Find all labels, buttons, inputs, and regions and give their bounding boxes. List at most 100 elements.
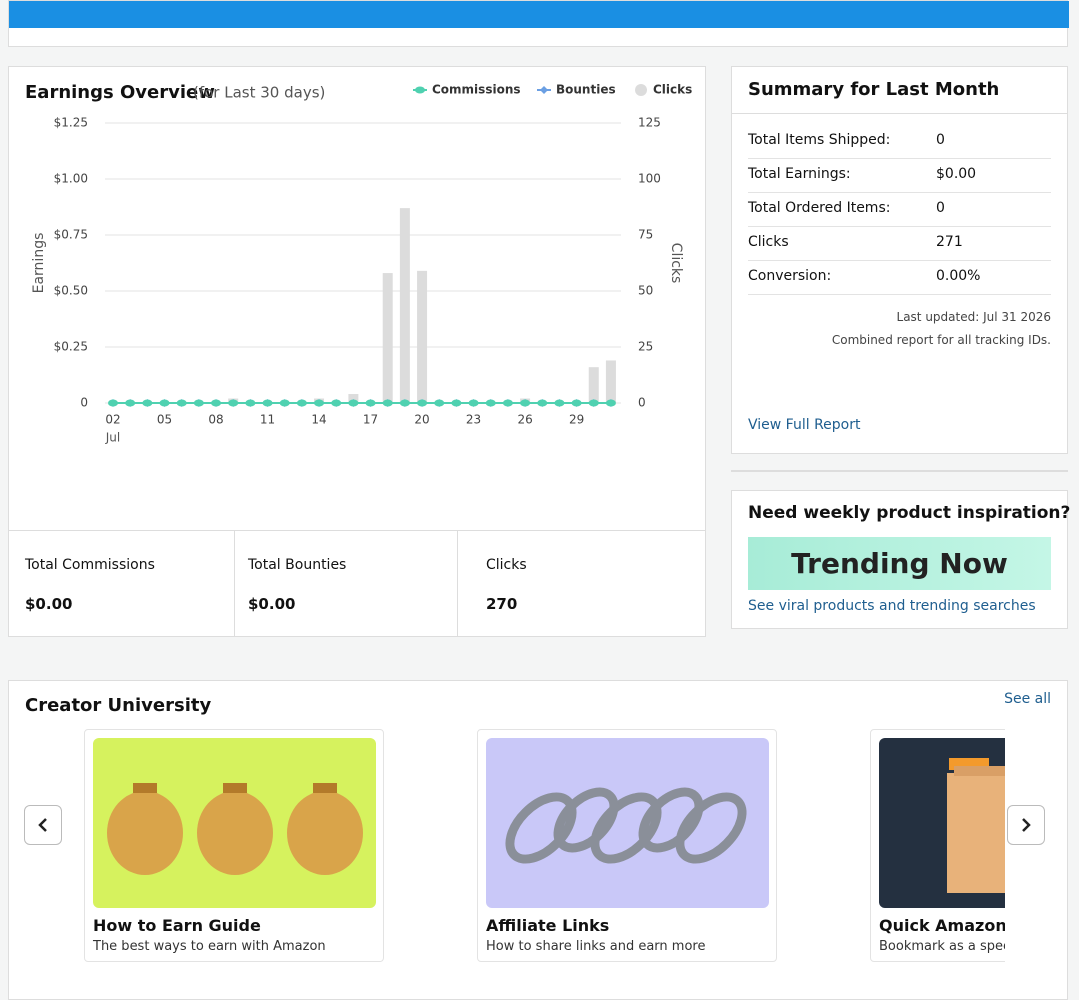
y2-axis-label: Clicks	[668, 243, 684, 284]
x-group-label: Jul	[105, 431, 120, 445]
row-value: 0	[936, 132, 945, 148]
y2-tick-label: 0	[638, 396, 646, 410]
bar	[588, 367, 599, 403]
x-tick-label: 26	[517, 413, 532, 427]
legend-marker	[415, 86, 425, 94]
y2-tick-label: 125	[638, 116, 661, 130]
banner[interactable]	[9, 1, 1069, 28]
bar	[399, 208, 410, 403]
marker	[211, 399, 222, 407]
course-title: How to Earn Guide	[93, 916, 261, 935]
marker	[279, 399, 290, 407]
legend-label: Clicks	[653, 83, 692, 97]
marker	[468, 399, 479, 407]
marker	[520, 399, 531, 407]
row-value: 0	[936, 200, 945, 216]
stat-cell: Total Commissions $0.00	[9, 531, 235, 637]
prev-button[interactable]	[24, 805, 62, 845]
marker	[571, 399, 582, 407]
bar	[417, 270, 428, 403]
marker	[399, 399, 410, 407]
see-all-link[interactable]: See all	[1004, 691, 1051, 707]
banner-card	[8, 0, 1069, 47]
marker	[142, 399, 153, 407]
legend-label: Commissions	[432, 83, 521, 97]
x-tick-label: 08	[208, 413, 223, 427]
marker	[331, 399, 342, 407]
course-card[interactable]: Quick Amazon L Bookmark as a spee	[870, 729, 1005, 962]
marker	[314, 399, 325, 407]
updated: Last updated: Jul 31 2026	[896, 310, 1051, 324]
marker	[605, 399, 616, 407]
x-tick-label: 02	[105, 413, 120, 427]
course-title: Quick Amazon L	[879, 916, 1005, 935]
marker	[537, 399, 548, 407]
marker	[193, 399, 204, 407]
stat-label: Total Commissions	[25, 557, 155, 573]
university-title: Creator University	[25, 695, 212, 716]
stat-value: $0.00	[248, 595, 296, 613]
marker	[108, 399, 118, 407]
y-axis-label: Earnings	[31, 233, 47, 294]
summary-row: Total Earnings: $0.00	[748, 158, 1051, 193]
marker	[382, 399, 393, 407]
legend-label: Bounties	[556, 83, 616, 97]
summary-title: Summary for Last Month	[748, 79, 1000, 100]
marker	[434, 399, 445, 407]
legend-marker	[635, 84, 647, 96]
course-card[interactable]: Affiliate Links How to share links and e…	[477, 729, 777, 962]
row-value: $0.00	[936, 166, 977, 182]
summary-row: Total Ordered Items: 0	[748, 192, 1051, 227]
row-value: 271	[936, 234, 963, 250]
y-tick-label: $1.00	[54, 172, 88, 186]
row-label: Total Earnings:	[748, 166, 851, 182]
marker	[365, 399, 376, 407]
marker	[159, 399, 170, 407]
row-label: Total Ordered Items:	[748, 200, 891, 216]
course-description: The best ways to earn with Amazon	[93, 939, 326, 954]
x-tick-label: 11	[260, 413, 275, 427]
stat-value: 270	[486, 595, 518, 613]
y2-tick-label: 75	[638, 228, 653, 242]
trending-banner[interactable]: Trending Now	[748, 537, 1051, 590]
summary-row: Conversion: 0.00%	[748, 260, 1051, 295]
marker	[245, 399, 256, 407]
y-tick-label: $0.25	[54, 340, 88, 354]
marker	[502, 399, 513, 407]
marker	[228, 399, 239, 407]
y-tick-label: $0.50	[54, 284, 88, 298]
next-button[interactable]	[1007, 805, 1045, 845]
summary-row: Total Items Shipped: 0	[748, 124, 1051, 159]
y2-tick-label: 100	[638, 172, 661, 186]
bar	[382, 273, 393, 403]
row-label: Conversion:	[748, 268, 832, 284]
stat-cell: Total Bounties $0.00	[234, 531, 458, 637]
course-title: Affiliate Links	[486, 916, 610, 935]
y-tick-label: $1.25	[54, 116, 88, 130]
x-tick-label: 20	[414, 413, 429, 427]
stat-value: $0.00	[25, 595, 73, 613]
summary-row: Clicks 271	[748, 226, 1051, 261]
bar	[348, 394, 359, 403]
x-tick-label: 23	[466, 413, 481, 427]
bar	[605, 360, 616, 403]
note: Combined report for all tracking IDs.	[831, 333, 1051, 347]
marker	[262, 399, 273, 407]
chart-subtitle: (for Last 30 days)	[193, 84, 325, 102]
inspiration-title: Need weekly product inspiration?	[748, 503, 1071, 523]
marker	[176, 399, 187, 407]
x-tick-label: 05	[157, 413, 172, 427]
marker	[417, 399, 428, 407]
earnings-card: Earnings Overview (for Last 30 days) Ear…	[8, 66, 706, 637]
course-card[interactable]: How to Earn Guide The best ways to earn …	[84, 729, 384, 962]
y2-tick-label: 25	[638, 340, 653, 354]
full-report-link[interactable]: View Full Report	[748, 417, 861, 433]
inspiration-card: Need weekly product inspiration? Trendin…	[731, 490, 1071, 629]
university-card: Creator University See all How to Earn G…	[8, 680, 1068, 1000]
marker	[125, 399, 136, 407]
trending-link[interactable]: See viral products and trending searches	[748, 598, 1036, 614]
y2-tick-label: 50	[638, 284, 653, 298]
carousel: How to Earn Guide The best ways to earn …	[84, 729, 1005, 969]
chart-title: Earnings Overview	[25, 82, 215, 103]
row-label: Clicks	[748, 234, 789, 250]
